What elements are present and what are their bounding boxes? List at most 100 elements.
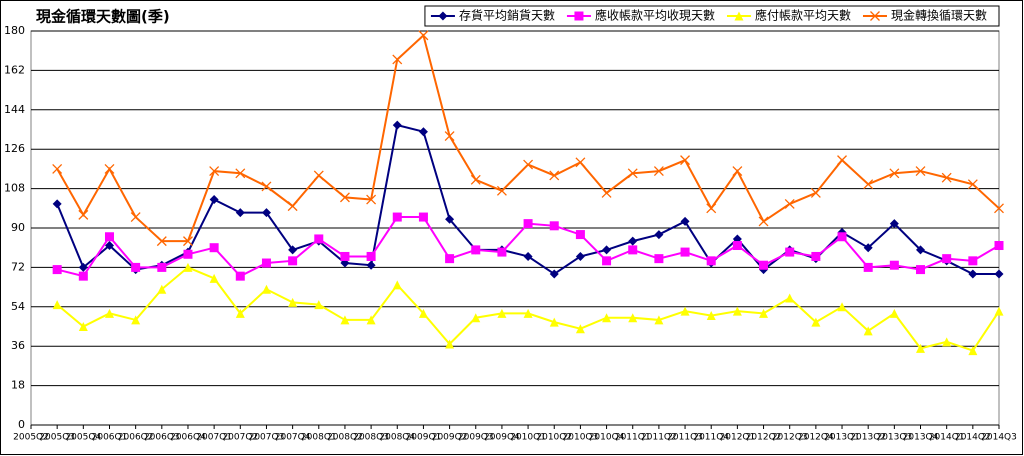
- point: [523, 219, 533, 229]
- x-tick-label: 2013Q4: [903, 433, 939, 443]
- point: [863, 179, 874, 190]
- point: [131, 262, 141, 272]
- point: [470, 174, 481, 185]
- point: [653, 166, 664, 177]
- point: [602, 245, 612, 255]
- point: [654, 315, 664, 325]
- x-tick-label: 2006Q4: [170, 433, 206, 443]
- point: [445, 254, 455, 264]
- point: [104, 163, 115, 174]
- x-tick-label: 2009Q1: [406, 433, 442, 443]
- point: [549, 269, 559, 279]
- point: [732, 306, 742, 316]
- legend-item: 存貨平均銷貨天數: [430, 8, 555, 23]
- point: [313, 170, 324, 181]
- chart-title: 現金循環天數圖(季): [36, 8, 170, 26]
- point: [601, 188, 612, 198]
- x-tick-label: 2005Q4: [65, 433, 101, 443]
- legend-label: 存貨平均銷貨天數: [459, 8, 555, 23]
- point: [680, 155, 691, 166]
- point: [942, 254, 952, 264]
- point: [837, 155, 847, 166]
- point: [967, 179, 978, 190]
- point: [916, 265, 926, 275]
- point: [104, 308, 114, 318]
- point: [889, 168, 900, 179]
- point: [863, 262, 873, 272]
- point: [863, 326, 873, 336]
- x-tick-label: 2008Q1: [301, 433, 337, 443]
- point: [968, 269, 978, 279]
- point: [706, 256, 716, 266]
- point: [288, 256, 298, 266]
- point: [496, 185, 507, 196]
- point: [392, 54, 403, 65]
- y-tick-label: 162: [4, 63, 25, 76]
- point: [549, 170, 560, 181]
- point: [157, 262, 167, 272]
- x-tick-label: 2012Q4: [798, 433, 834, 443]
- point: [889, 219, 899, 229]
- point: [523, 308, 533, 318]
- point: [418, 308, 428, 318]
- x-tick-label: 2014Q3: [981, 433, 1017, 443]
- point: [288, 245, 298, 255]
- point: [183, 249, 193, 259]
- x-tick-label: 2010Q3: [563, 433, 599, 443]
- point: [235, 208, 245, 218]
- x-tick-label: 2005Q3: [39, 433, 75, 443]
- y-tick-label: 144: [4, 103, 25, 116]
- point: [287, 201, 298, 212]
- point: [575, 230, 585, 240]
- y-tick-label: 126: [4, 142, 25, 155]
- point: [680, 216, 690, 226]
- point: [445, 214, 455, 224]
- point: [445, 339, 455, 349]
- legend-item: 應收帳款平均收現天數: [566, 8, 715, 23]
- legend: 存貨平均銷貨天數 應收帳款平均收現天數 應付帳款平均天數 現金轉換循環天數: [424, 5, 1000, 27]
- y-tick-label: 108: [4, 182, 25, 195]
- point: [628, 313, 638, 323]
- point: [183, 262, 193, 272]
- x-tick-label: 2008Q4: [379, 433, 415, 443]
- point: [549, 221, 559, 231]
- legend-label: 應付帳款平均天數: [755, 8, 851, 23]
- legend-label: 應收帳款平均收現天數: [595, 8, 715, 23]
- point: [994, 241, 1004, 251]
- point: [471, 245, 481, 255]
- point: [339, 192, 350, 203]
- point: [627, 168, 638, 179]
- point: [785, 247, 795, 257]
- point: [78, 322, 88, 331]
- point: [706, 203, 717, 214]
- x-tick-label: 2010Q1: [510, 433, 546, 443]
- point: [759, 260, 769, 270]
- y-tick-label: 72: [11, 260, 25, 273]
- point: [680, 306, 690, 316]
- point: [732, 166, 743, 177]
- point: [575, 251, 585, 261]
- point: [418, 127, 428, 137]
- point: [392, 212, 402, 222]
- point: [209, 243, 219, 253]
- point: [156, 236, 167, 247]
- x-tick-label: 2006Q2: [118, 433, 154, 443]
- y-tick-label: 90: [11, 221, 25, 234]
- point: [575, 157, 586, 168]
- point: [418, 30, 429, 41]
- y-tick-label: 54: [11, 300, 25, 313]
- point: [941, 172, 952, 183]
- point: [261, 208, 271, 218]
- point: [942, 337, 952, 347]
- x-tick-label: 2006Q1: [92, 433, 128, 443]
- legend-label: 現金轉換循環天數: [891, 8, 987, 23]
- y-tick-label: 180: [4, 24, 25, 37]
- x-tick-label: 2009Q3: [458, 433, 494, 443]
- legend-marker: [574, 11, 584, 21]
- point: [235, 271, 245, 281]
- legend-item: 應付帳款平均天數: [726, 8, 851, 23]
- point: [52, 300, 62, 310]
- point: [288, 297, 298, 307]
- x-tick-label: 2009Q4: [484, 433, 520, 443]
